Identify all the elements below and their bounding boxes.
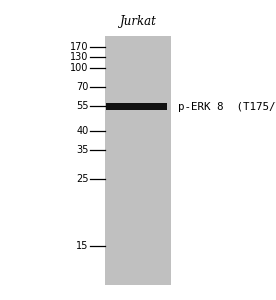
Text: 40: 40 xyxy=(76,126,88,136)
Text: 70: 70 xyxy=(76,82,88,92)
Text: 15: 15 xyxy=(76,241,88,251)
Bar xyxy=(106,103,167,110)
Text: 130: 130 xyxy=(70,52,88,62)
Text: p-ERK 8  (T175/Y177): p-ERK 8 (T175/Y177) xyxy=(178,101,276,112)
Bar xyxy=(105,36,171,285)
Text: Jurkat: Jurkat xyxy=(120,16,156,28)
Text: 170: 170 xyxy=(70,41,88,52)
Text: 100: 100 xyxy=(70,63,88,74)
Text: 25: 25 xyxy=(76,174,88,184)
Text: 35: 35 xyxy=(76,145,88,155)
Text: 55: 55 xyxy=(76,100,88,111)
